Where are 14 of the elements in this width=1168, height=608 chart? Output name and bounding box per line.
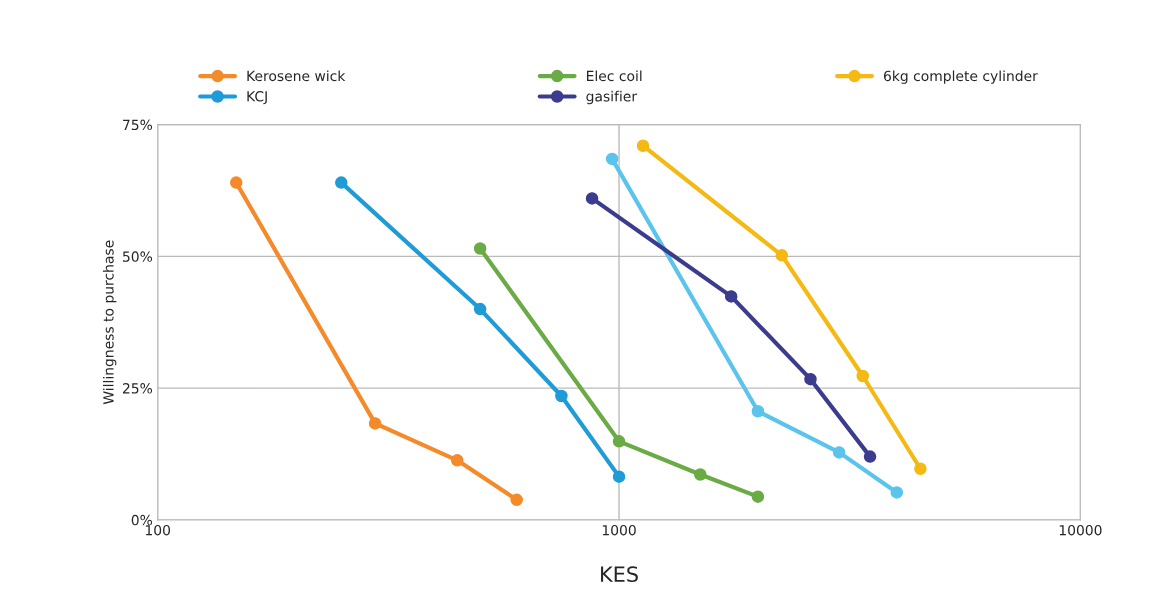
y-tick-label: 75% <box>123 119 153 131</box>
x-tick-label: 1000 <box>602 524 636 536</box>
y-tick-label: 0% <box>131 514 153 526</box>
x-tick-label: 10000 <box>1059 524 1102 536</box>
legend-label: gasifier <box>586 90 638 105</box>
y-axis-title: Willingness to purchase <box>102 240 117 405</box>
legend-label: Elec coil <box>587 70 642 82</box>
y-tick-label: 50% <box>123 251 153 262</box>
y-tick-label: 25% <box>122 383 153 394</box>
x-tick-label: 100 <box>145 524 171 536</box>
legend-label: Kerosene wick <box>247 70 346 82</box>
x-axis-title: KES <box>601 566 638 583</box>
legend-label: KCJ <box>247 91 267 105</box>
legend-label: 6kg complete cylinder <box>883 70 1038 84</box>
